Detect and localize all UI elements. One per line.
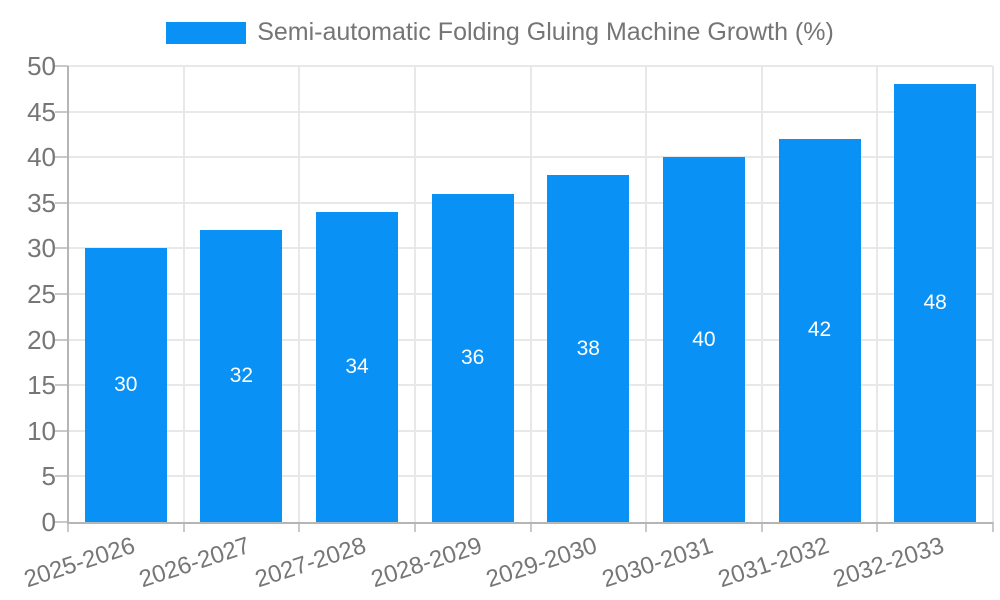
- x-gridline: [182, 66, 185, 522]
- x-axis-line: [68, 522, 993, 524]
- x-gridline: [645, 66, 648, 522]
- bar[interactable]: [662, 157, 745, 522]
- x-tick-mark: [413, 522, 416, 532]
- bar[interactable]: [84, 248, 167, 522]
- bar-value-label: 36: [461, 345, 485, 369]
- x-tick-mark: [876, 522, 879, 532]
- legend-swatch-icon: [166, 21, 247, 44]
- y-axis-tick-label: 0: [41, 507, 56, 537]
- x-axis-tick-label: 2026-2027: [136, 532, 254, 594]
- y-axis-tick-label: 50: [27, 51, 56, 81]
- bar-value-label: 38: [576, 336, 600, 360]
- x-gridline: [529, 66, 532, 522]
- bar-value-label: 34: [345, 354, 369, 378]
- y-axis-tick-label: 40: [27, 142, 56, 173]
- x-tick-mark: [645, 522, 648, 532]
- x-gridline: [413, 66, 416, 522]
- x-tick-mark: [298, 522, 301, 532]
- x-tick-mark: [182, 522, 185, 532]
- y-axis-tick-label: 10: [27, 415, 56, 446]
- y-tick-mark: [55, 247, 68, 250]
- x-tick-mark: [992, 522, 994, 532]
- y-axis-line: [67, 66, 69, 524]
- x-tick-mark: [760, 522, 763, 532]
- x-tick-mark: [67, 522, 69, 532]
- legend-item[interactable]: Semi-automatic Folding Gluing Machine Gr…: [166, 18, 834, 47]
- bar[interactable]: [547, 175, 630, 522]
- x-axis-tick-label: 2027-2028: [251, 532, 370, 594]
- y-tick-mark: [55, 156, 68, 159]
- x-gridline: [876, 66, 879, 522]
- y-axis-tick-label: 45: [27, 96, 56, 127]
- y-tick-mark: [55, 475, 68, 478]
- bar-value-label: 42: [807, 318, 832, 342]
- y-tick-mark: [55, 521, 68, 523]
- x-axis-tick-label: 2030-2031: [598, 532, 717, 594]
- x-axis-tick-label: 2031-2032: [714, 532, 832, 594]
- y-axis-tick-label: 20: [27, 324, 56, 355]
- x-tick-mark: [529, 522, 532, 532]
- bar-value-label: 30: [114, 373, 138, 397]
- bar[interactable]: [316, 211, 399, 522]
- x-gridline: [992, 66, 994, 522]
- x-gridline: [298, 66, 301, 522]
- y-tick-mark: [55, 384, 68, 387]
- y-axis-tick-label: 35: [27, 187, 56, 218]
- y-tick-mark: [55, 429, 68, 432]
- y-axis-tick-label: 30: [27, 233, 56, 264]
- x-axis-tick-label: 2028-2029: [367, 532, 486, 594]
- bar[interactable]: [200, 230, 283, 522]
- x-axis-tick-label: 2032-2033: [830, 532, 948, 594]
- bar-value-label: 40: [692, 327, 716, 351]
- y-tick-mark: [55, 338, 68, 341]
- y-axis-tick-label: 25: [27, 279, 56, 309]
- x-gridline: [760, 66, 763, 522]
- y-tick-mark: [55, 65, 68, 67]
- bar-value-label: 32: [229, 364, 254, 388]
- bar[interactable]: [778, 138, 861, 522]
- y-tick-mark: [55, 110, 68, 113]
- y-axis-tick-label: 15: [27, 370, 56, 401]
- legend-label: Semi-automatic Folding Gluing Machine Gr…: [257, 18, 834, 46]
- y-axis-tick-label: 5: [41, 461, 56, 492]
- bar[interactable]: [894, 84, 977, 522]
- bar[interactable]: [431, 193, 514, 522]
- x-axis-tick-label: 2025-2026: [20, 532, 139, 594]
- y-tick-mark: [55, 201, 68, 204]
- legend: Semi-automatic Folding Gluing Machine Gr…: [0, 18, 1000, 47]
- x-axis-tick-label: 2029-2030: [483, 532, 601, 594]
- bar-value-label: 48: [923, 291, 947, 315]
- y-tick-mark: [55, 293, 68, 295]
